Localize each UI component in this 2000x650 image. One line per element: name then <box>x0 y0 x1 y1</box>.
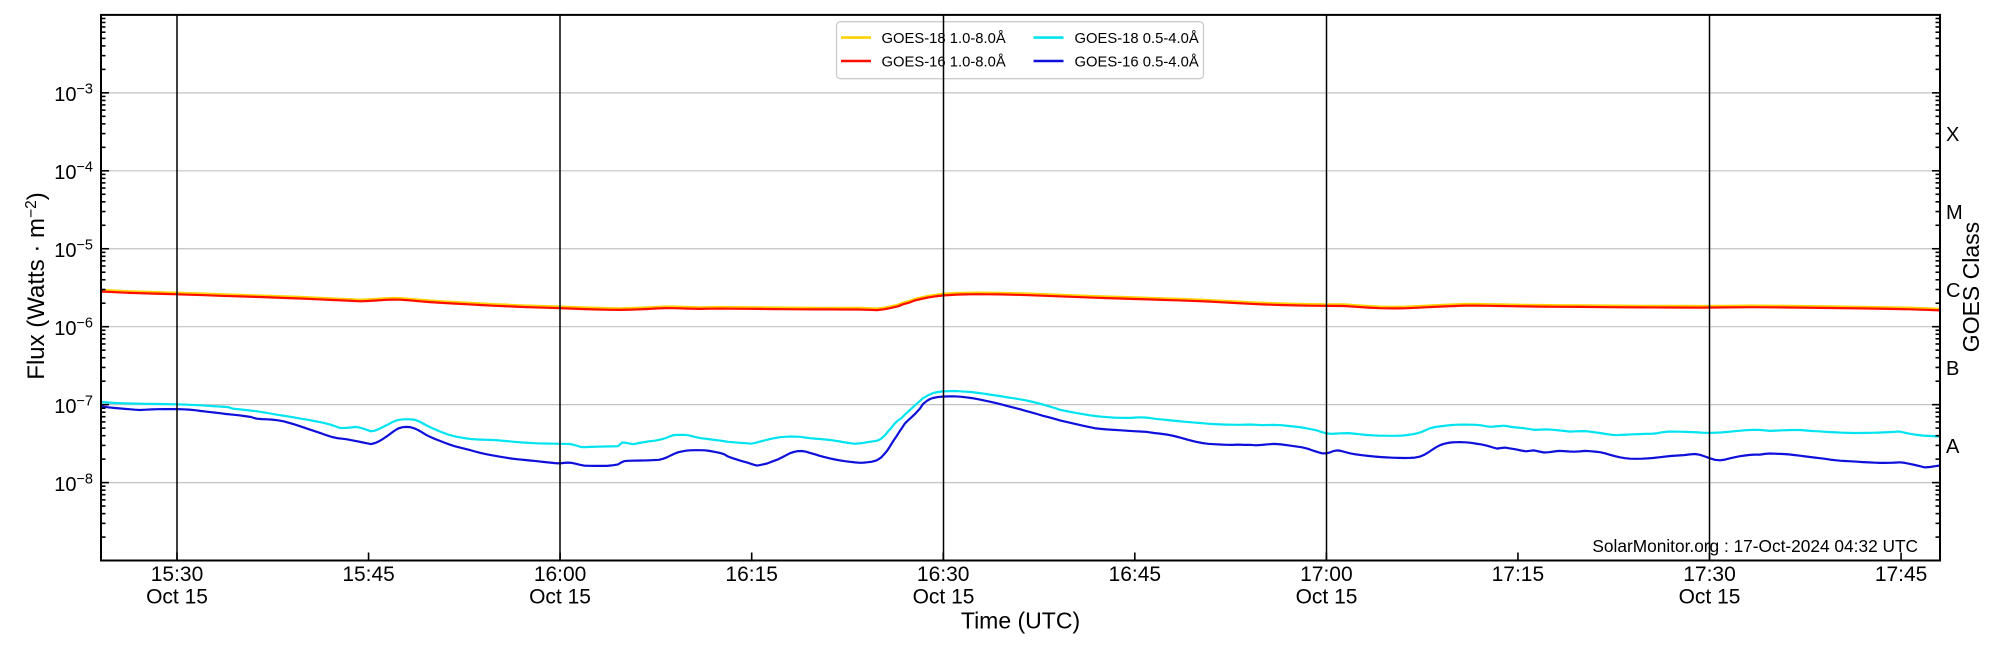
svg-text:10−6: 10−6 <box>54 315 93 340</box>
svg-text:Oct 15: Oct 15 <box>1296 586 1358 609</box>
svg-text:Oct 15: Oct 15 <box>529 586 591 609</box>
svg-text:10−5: 10−5 <box>54 238 93 263</box>
svg-text:17:45: 17:45 <box>1875 563 1928 586</box>
svg-text:15:45: 15:45 <box>342 563 395 586</box>
svg-text:X: X <box>1946 124 1959 146</box>
svg-text:17:30: 17:30 <box>1683 563 1736 586</box>
svg-text:GOES-18 0.5-4.0Å: GOES-18 0.5-4.0Å <box>1075 30 1199 47</box>
svg-text:B: B <box>1946 358 1959 380</box>
svg-text:10−8: 10−8 <box>54 471 93 496</box>
svg-text:GOES Class: GOES Class <box>1958 222 1984 352</box>
svg-text:15:30: 15:30 <box>151 563 204 586</box>
svg-text:Oct 15: Oct 15 <box>146 586 208 609</box>
svg-text:SolarMonitor.org : 17-Oct-2024: SolarMonitor.org : 17-Oct-2024 04:32 UTC <box>1592 536 1918 556</box>
svg-text:C: C <box>1946 280 1960 302</box>
svg-text:17:15: 17:15 <box>1492 563 1545 586</box>
svg-text:10−3: 10−3 <box>54 82 93 107</box>
svg-text:10−7: 10−7 <box>54 393 93 418</box>
svg-text:Flux (Watts · m−2): Flux (Watts · m−2) <box>23 192 50 379</box>
svg-text:16:45: 16:45 <box>1109 563 1162 586</box>
svg-text:16:15: 16:15 <box>725 563 778 586</box>
svg-text:Oct 15: Oct 15 <box>913 586 975 609</box>
svg-text:Oct 15: Oct 15 <box>1679 586 1741 609</box>
svg-text:16:30: 16:30 <box>917 563 970 586</box>
svg-text:M: M <box>1946 202 1963 224</box>
svg-text:17:00: 17:00 <box>1300 563 1353 586</box>
svg-text:10−4: 10−4 <box>54 160 93 185</box>
svg-text:16:00: 16:00 <box>534 563 587 586</box>
svg-text:A: A <box>1946 436 1960 458</box>
svg-text:GOES-16 0.5-4.0Å: GOES-16 0.5-4.0Å <box>1075 53 1199 70</box>
svg-text:Time (UTC): Time (UTC) <box>961 608 1080 634</box>
